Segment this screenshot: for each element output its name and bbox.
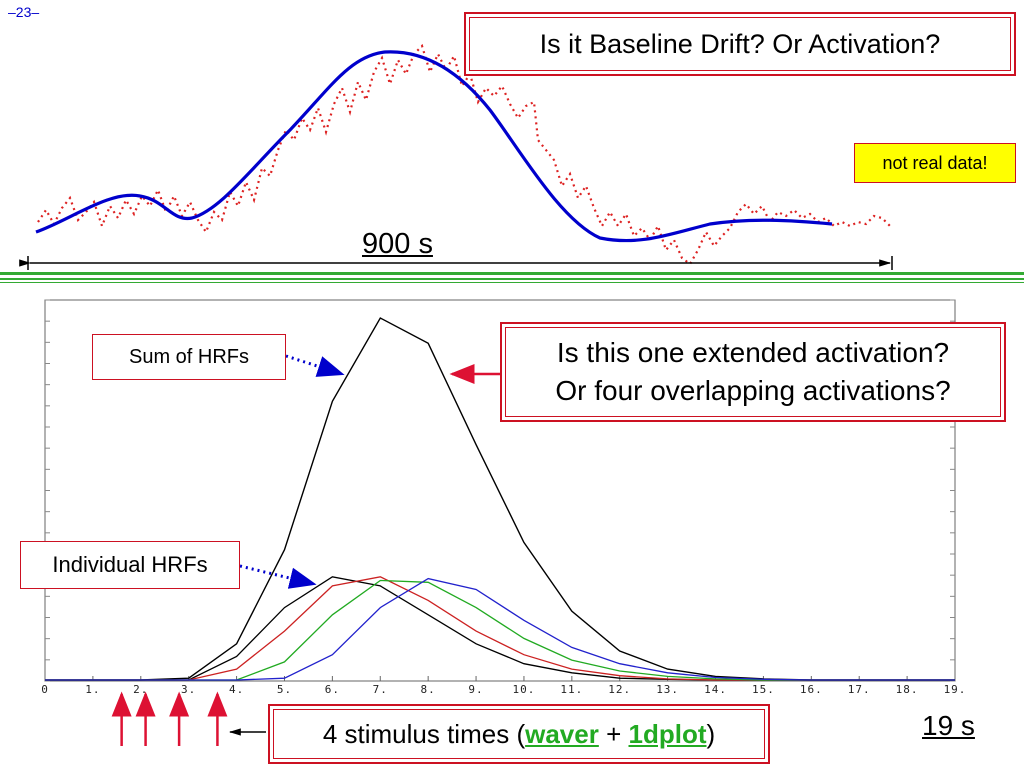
x-tick-label: 19. xyxy=(944,683,967,696)
x-tick-label: 4. xyxy=(229,683,244,696)
x-tick-label: 16. xyxy=(800,683,823,696)
x-tick-label: 0 xyxy=(41,683,49,696)
chart-duration-label: 19 s xyxy=(922,710,975,741)
x-tick-label: 18. xyxy=(896,683,919,696)
sum-label-box: Sum of HRFs xyxy=(92,334,286,380)
panel-divider xyxy=(0,272,1024,283)
x-tick-label: 3. xyxy=(181,683,196,696)
x-tick-label: 8. xyxy=(421,683,436,696)
individual-arrow xyxy=(239,564,317,589)
individual-label-box: Individual HRFs xyxy=(20,541,240,589)
stimulus-box: 4 stimulus times (waver + 1dplot) xyxy=(268,704,770,764)
x-tick-label: 17. xyxy=(848,683,871,696)
x-tick-label: 15. xyxy=(752,683,775,696)
x-tick-label: 12. xyxy=(608,683,631,696)
smooth-trace xyxy=(35,50,833,243)
x-tick-label: 14. xyxy=(704,683,727,696)
question-line-2: Or four overlapping activations? xyxy=(555,375,951,406)
title-text: Is it Baseline Drift? Or Activation? xyxy=(539,28,941,59)
individual-hrf-line-1 xyxy=(45,576,955,681)
x-axis-ticks: 0 1. 2. 3. 4. 5. 6. 7. 8. 9. 10. 11. 12. 13. 14. 15. 16.… xyxy=(41,299,967,696)
disclaimer-note: not real data! xyxy=(854,143,1016,183)
stimulus-text: 4 stimulus times xyxy=(322,718,510,749)
disclaimer-text: not real data! xyxy=(882,152,988,173)
plus-sign: + xyxy=(606,718,622,749)
slide-number: –23– xyxy=(8,4,40,20)
noisy-trace xyxy=(37,43,891,266)
x-tick-label: 5. xyxy=(277,683,292,696)
paren-open: ( xyxy=(516,718,526,749)
span-duration-label: 900 s xyxy=(362,228,433,260)
hrf-chart: 0 1. 2. 3. 4. 5. 6. 7. 8. 9. 10. 11. 12. 13. 14. 15. 16.… xyxy=(41,299,967,746)
sum-arrow xyxy=(285,354,345,377)
title-box: Is it Baseline Drift? Or Activation? xyxy=(464,12,1016,76)
question-line-1: Is this one extended activation? xyxy=(556,337,950,368)
x-tick-label: 7. xyxy=(373,683,388,696)
series-group xyxy=(45,317,955,681)
individual-label: Individual HRFs xyxy=(52,552,208,577)
question-box: Is this one extended activation? Or four… xyxy=(500,322,1006,422)
x-tick-label: 10. xyxy=(513,683,536,696)
x-tick-label: 9. xyxy=(468,683,483,696)
paren-close: ) xyxy=(706,718,716,749)
1dplot-tool-name: 1dplot xyxy=(628,718,707,749)
x-tick-label: 13. xyxy=(656,683,679,696)
sum-label: Sum of HRFs xyxy=(128,345,250,368)
x-tick-label: 6. xyxy=(325,683,340,696)
individual-hrf-line-2 xyxy=(45,576,955,681)
x-tick-label: 11. xyxy=(560,683,583,696)
waver-tool-name: waver xyxy=(525,718,599,749)
stimulus-arrows xyxy=(111,691,228,746)
individual-hrf-line-3 xyxy=(45,579,955,681)
x-tick-label: 1. xyxy=(85,683,100,696)
individual-hrf-line-4 xyxy=(45,577,955,681)
